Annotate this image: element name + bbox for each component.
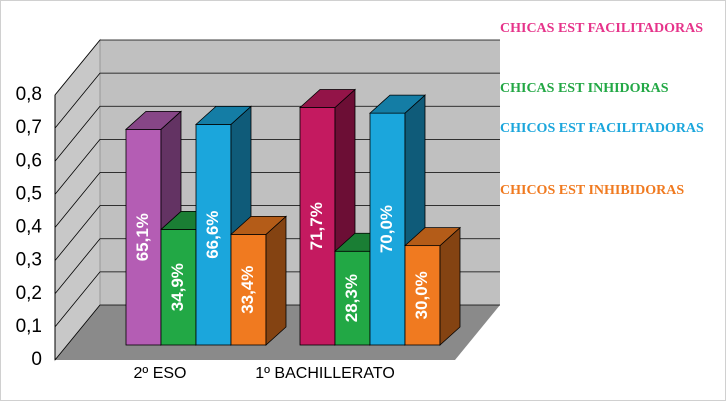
legend-entry: CHICAS EST FACILITADORAS	[500, 21, 704, 36]
bar-side	[439, 226, 461, 346]
bar-side	[265, 215, 287, 346]
value-label: 30,0%	[412, 271, 431, 319]
legend-entry: CHICOS EST FACILITADORAS	[500, 121, 704, 136]
value-label: 65,1%	[133, 213, 152, 261]
y-tick-label: 0,7	[16, 117, 42, 138]
y-tick-label: 0,5	[16, 183, 42, 204]
y-tick-label: 0,4	[16, 217, 43, 238]
x-tick-label: 2º ESO	[134, 365, 187, 382]
value-label: 34,9%	[168, 263, 187, 311]
grid-line	[54, 105, 500, 162]
y-tick-label: 0,1	[16, 316, 42, 337]
bar-top	[368, 94, 427, 114]
value-label: 33,4%	[238, 266, 257, 314]
grid-line	[54, 205, 500, 261]
bar-front	[334, 250, 371, 346]
bar-top	[124, 110, 183, 130]
bar-front	[369, 112, 406, 346]
y-tick-label: 0,6	[16, 150, 42, 171]
bar-front	[195, 123, 232, 346]
y-tick-label: 0	[31, 349, 42, 370]
y-tick-label: 0,2	[16, 283, 42, 304]
grid-line	[54, 39, 500, 96]
bar-top	[403, 227, 462, 247]
value-label: 66,6%	[203, 211, 222, 259]
y-tick-label: 0,8	[16, 84, 42, 105]
legend-entry: CHICOS EST INHIBIDORAS	[500, 183, 685, 198]
legend-entry: CHICAS EST INHIDORAS	[500, 81, 669, 96]
bar	[229, 215, 288, 346]
grid-line	[54, 138, 500, 195]
bar-top	[229, 215, 288, 235]
x-tick-label: 1º BACHILLERATO	[255, 365, 395, 382]
grid-line	[54, 172, 500, 228]
bar	[403, 226, 462, 346]
bar-top	[194, 105, 253, 125]
value-label: 28,3%	[342, 274, 361, 322]
bar-top	[298, 89, 357, 108]
value-label: 70,0%	[377, 205, 396, 253]
y-tick-label: 0,3	[16, 250, 42, 271]
value-label: 71,7%	[307, 202, 326, 250]
bar-front	[299, 107, 336, 346]
bar-front	[404, 245, 441, 346]
grid-line	[54, 72, 500, 129]
